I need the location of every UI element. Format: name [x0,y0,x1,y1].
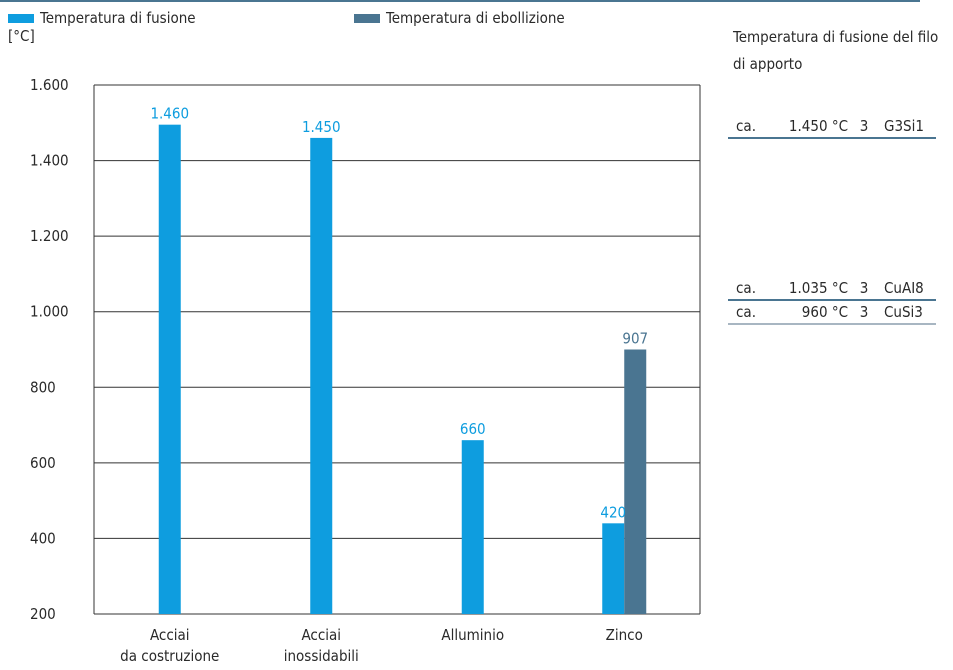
side-table-copper: ca. 1.035 °C 3 CuAI8 ca. 960 °C 3 CuSi3 [728,277,936,325]
side-alloy: G3Si1 [884,117,924,135]
x-tick-label: Acciai [150,626,190,644]
data-label: 1.450 [302,118,341,136]
legend-swatch-melting [8,13,34,23]
legend-swatch-boiling [354,13,380,23]
legend-label-boiling: Temperatura di ebollizione [386,9,565,27]
data-labels: 1.460 1.450 660 420 907 [150,105,648,522]
y-tick-label: 200 [30,605,56,623]
side-rule [728,299,936,301]
y-tick-label: 1.000 [30,303,69,321]
side-alloy: CuSi3 [884,303,923,321]
data-label: 420 [600,503,626,521]
x-tick-label: Acciai [301,626,341,644]
side-row-cusi3: ca. 960 °C 3 CuSi3 [728,301,936,323]
data-label: 1.460 [150,105,189,123]
x-tick-label: Zinco [606,626,643,644]
side-ca: ca. [736,279,756,297]
side-alloy: CuAI8 [884,279,924,297]
x-tick-label: inossidabili [284,647,359,665]
y-tick-label: 600 [30,454,56,472]
bar [461,440,484,614]
y-tick-label: 1.400 [30,152,69,170]
y-tick-label: 1.600 [30,76,69,94]
side-temp: 1.035 °C [788,279,848,297]
legend-boiling: Temperatura di ebollizione [354,9,565,27]
side-ca: ca. [736,117,756,135]
bars [158,124,647,615]
x-tick-label: Alluminio [441,626,504,644]
data-label: 660 [460,420,486,438]
side-table-steel: ca. 1.450 °C 3 G3Si1 [728,115,936,139]
y-axis-unit: [°C] [8,27,35,45]
side-ca: ca. [736,303,756,321]
side-row-cuai8: ca. 1.035 °C 3 CuAI8 [728,277,936,299]
side-row-g3si1: ca. 1.450 °C 3 G3Si1 [728,115,936,137]
bar-chart: 200 400 600 800 1.000 1.200 1.400 1.600 Acciai d… [30,76,701,665]
grid-lines [93,84,701,615]
side-num: 3 [859,117,869,135]
top-rule [0,0,920,2]
side-rule [728,137,936,139]
side-num: 3 [859,279,869,297]
legend-label-melting: Temperatura di fusione [40,9,196,27]
bar [602,523,625,614]
bar [310,137,333,614]
x-tick-label: da costruzione [120,647,219,665]
bar [624,349,647,614]
side-rule [728,323,936,325]
side-temp: 1.450 °C [788,117,848,135]
data-label: 907 [622,330,648,348]
side-num: 3 [859,303,869,321]
legend-melting: Temperatura di fusione [8,9,196,27]
y-tick-label: 800 [30,378,56,396]
bar [158,124,181,615]
y-tick-label: 400 [30,529,56,547]
y-tick-label: 1.200 [30,227,69,245]
side-temp: 960 °C [801,303,848,321]
x-tick-labels: Acciai da costruzione Acciai inossidabili Al… [120,626,643,665]
side-title: Temperatura di fusione del filo di appor… [733,28,939,73]
y-tick-labels: 200 400 600 800 1.000 1.200 1.400 1.600 [30,76,69,623]
